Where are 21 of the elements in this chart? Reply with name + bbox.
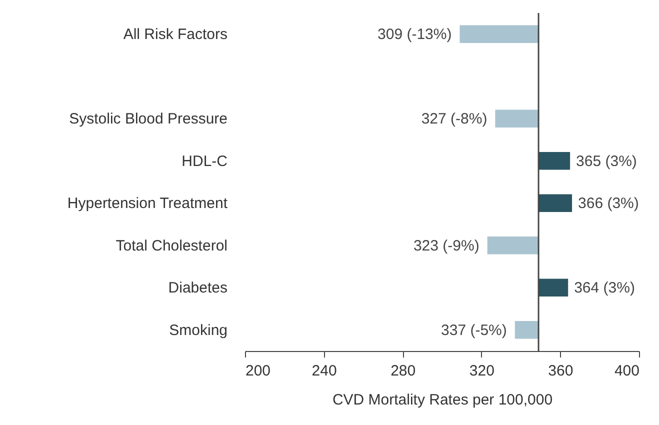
y-tick-label: Smoking — [169, 322, 228, 339]
annotation: 365 (3%) — [576, 152, 637, 170]
x-axis-title: CVD Mortality Rates per 100,000 — [332, 392, 553, 408]
x-tick-label: 280 — [390, 362, 416, 380]
x-tick-label: 360 — [548, 362, 574, 380]
y-tick-label: Total Cholesterol — [116, 237, 228, 254]
annotation: 337 (-5%) — [441, 322, 507, 339]
y-tick-label: Hypertension Treatment — [67, 195, 228, 212]
y-tick-label: Systolic Blood Pressure — [69, 110, 228, 128]
annotation: 366 (3%) — [578, 195, 639, 212]
y-tick-label: All Risk Factors — [123, 26, 228, 44]
annotation: 327 (-8%) — [421, 110, 488, 128]
x-tick-label: 400 — [614, 362, 640, 380]
y-tick-label: Diabetes — [168, 280, 228, 297]
x-tick-label: 320 — [469, 362, 494, 380]
x-tick-label: 200 — [246, 362, 271, 380]
annotation: 309 (-13%) — [378, 26, 452, 44]
annotation: 364 (3%) — [574, 280, 635, 297]
annotation: 323 (-9%) — [413, 237, 480, 254]
y-tick-label: HDL-C — [182, 152, 228, 170]
x-tick-label: 240 — [312, 362, 337, 380]
